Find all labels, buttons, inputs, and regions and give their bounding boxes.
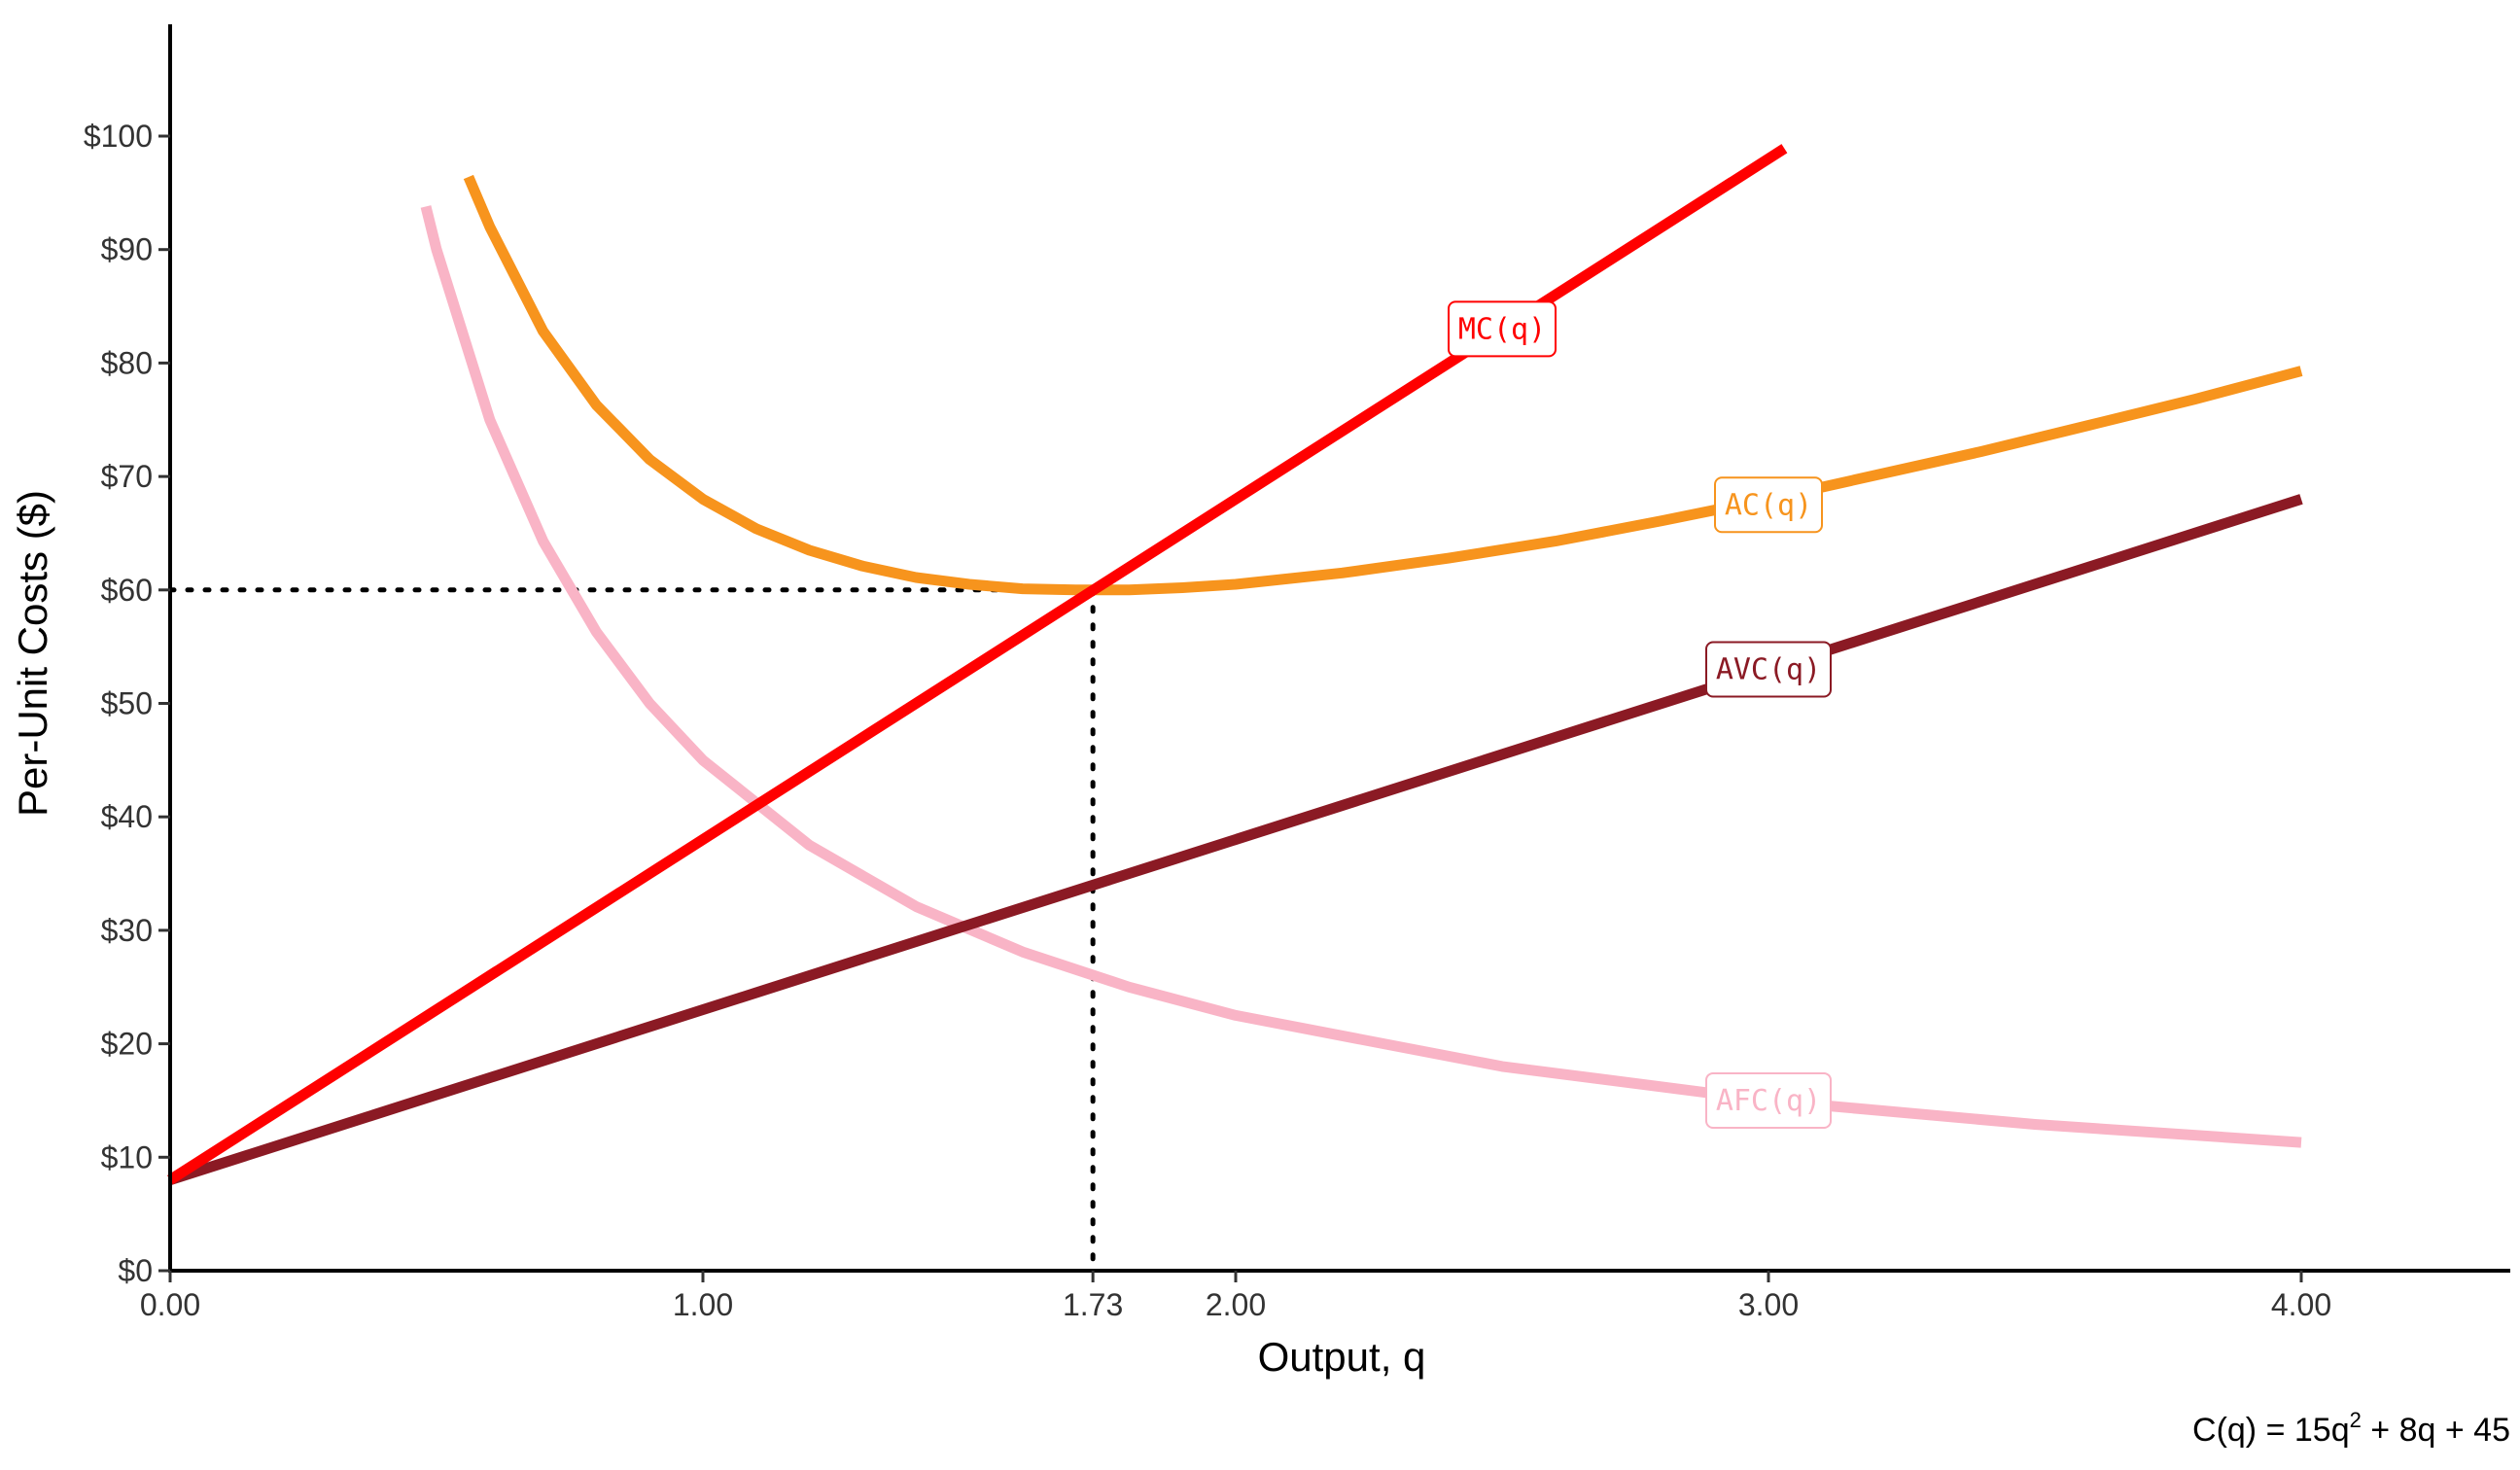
formula-rhs: + 8q + 45	[2362, 1412, 2510, 1449]
cost-formula: C(q) = 15q2 + 8q + 45	[2192, 1408, 2510, 1449]
ticks: 0.00 1.00 1.73 2.00 3.00 4.00 $0 $10 $20 $30 $40 $5…	[84, 119, 2331, 1322]
y-tick-label: $70	[101, 459, 153, 494]
cost-curves	[167, 144, 2303, 1185]
formula-exponent: 2	[2350, 1408, 2362, 1432]
mc-label-box	[1448, 300, 1557, 358]
mc-label: MC(q)	[1448, 300, 1557, 358]
formula-lhs: C(q) = 15q	[2192, 1412, 2350, 1449]
afc-curve	[420, 205, 2302, 1148]
afc-label: AFC(q)	[1705, 1071, 1832, 1129]
mc-label-text: MC(q)	[1458, 312, 1546, 346]
curve-labels: MC(q) AC(q) AVC(q) AFC(q)	[1448, 300, 1832, 1129]
avc-label: AVC(q)	[1705, 641, 1832, 698]
ac-curve	[463, 174, 2303, 596]
avc-curve	[168, 494, 2303, 1185]
ac-label-text: AC(q)	[1725, 488, 1812, 522]
x-tick-label: 1.73	[1063, 1287, 1123, 1322]
x-tick-label: 0.00	[140, 1287, 200, 1322]
x-tick-label: 3.00	[1738, 1287, 1799, 1322]
reference-lines	[167, 587, 1096, 1274]
x-tick-label: 1.00	[673, 1287, 733, 1322]
x-tick-label: 2.00	[1206, 1287, 1266, 1322]
y-tick-label: $90	[101, 232, 153, 267]
y-tick-label: $40	[101, 799, 153, 834]
x-tick-label: 4.00	[2271, 1287, 2331, 1322]
y-tick-label: $60	[101, 573, 153, 608]
afc-label-box	[1705, 1071, 1832, 1129]
afc-label-text: AFC(q)	[1716, 1084, 1821, 1118]
y-tick-label: $30	[101, 913, 153, 948]
avc-label-box	[1705, 641, 1832, 698]
y-axis-title: Per-Unit Costs ($)	[10, 490, 55, 817]
avc-label-text: AVC(q)	[1716, 652, 1821, 686]
y-tick-label: $80	[101, 345, 153, 380]
x-axis-title: Output, q	[1258, 1334, 1426, 1380]
ac-label-box	[1714, 476, 1823, 534]
axes	[168, 24, 2510, 1273]
y-tick-label: $0	[118, 1253, 153, 1288]
y-tick-label: $100	[84, 119, 153, 154]
y-tick-label: $20	[101, 1027, 153, 1062]
ac-label: AC(q)	[1714, 476, 1823, 534]
y-tick-label: $50	[101, 686, 153, 721]
y-tick-label: $10	[101, 1139, 153, 1174]
